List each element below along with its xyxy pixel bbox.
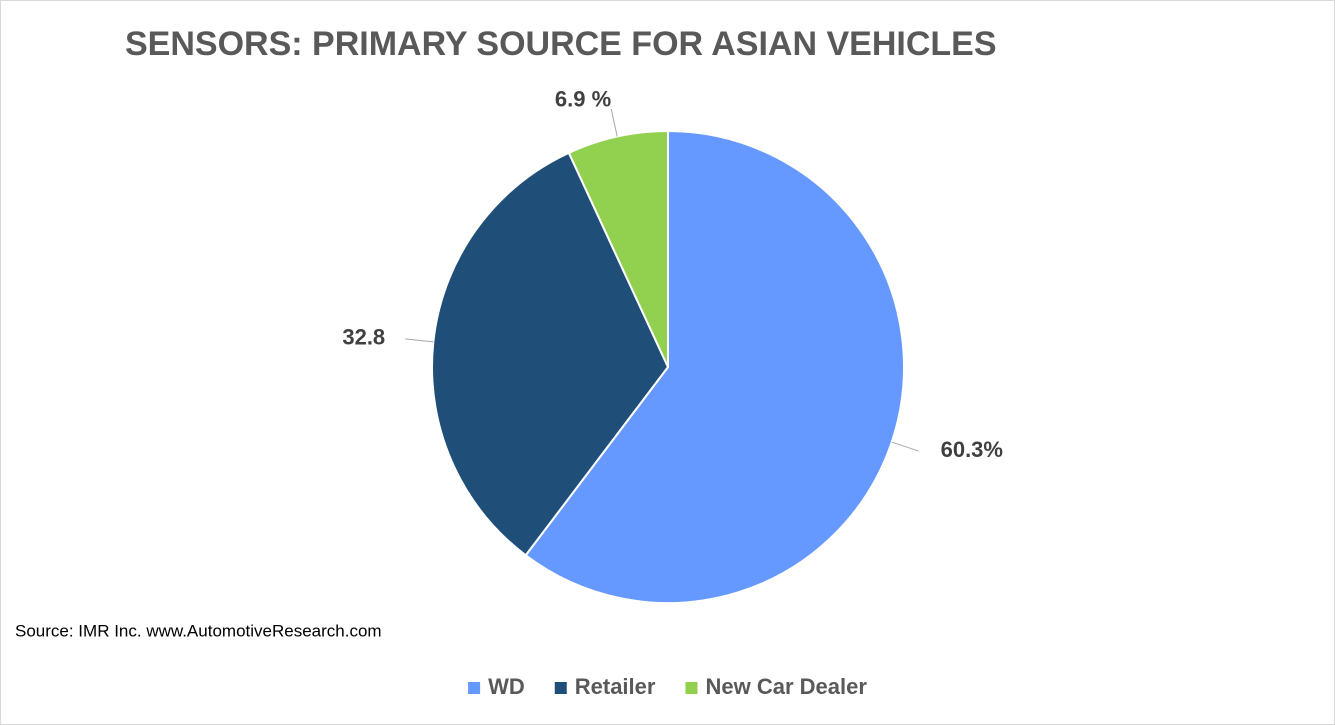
legend-swatch [685,682,698,694]
legend-swatch [468,682,481,694]
pie-slice [431,151,670,557]
source-note: Source: IMR Inc. www.AutomotiveResearch.… [15,621,382,640]
data-label: 6.9 % [555,87,611,112]
legend-label: New Car Dealer [705,674,867,699]
pie-slice [567,129,669,368]
legend-label: Retailer [575,674,656,699]
leader-line [610,108,618,137]
data-label: 60.3% [941,437,1003,462]
legend-swatch [554,682,567,694]
data-label: 32.8 [342,325,385,350]
leader-line [405,338,434,343]
leader-line [891,441,919,452]
chart-title: SENSORS: PRIMARY SOURCE FOR ASIAN VEHICL… [125,25,997,63]
legend-label: WD [488,674,525,699]
